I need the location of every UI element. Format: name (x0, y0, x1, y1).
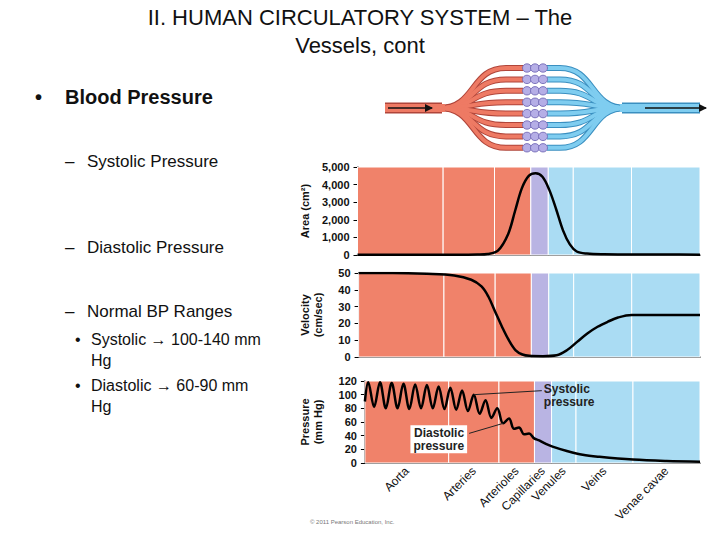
svg-text:Veins: Veins (579, 464, 610, 495)
svg-text:4,000: 4,000 (322, 179, 350, 191)
svg-text:(mm Hg): (mm Hg) (312, 399, 324, 444)
html-text:Systolic → 100-140 mm Hg: Systolic → 100-140 mm Hg (91, 331, 261, 369)
svg-text:Diastolic: Diastolic (414, 426, 464, 440)
svg-text:20: 20 (338, 317, 350, 329)
svg-text:Velocity: Velocity (299, 293, 311, 335)
svg-text:100: 100 (339, 389, 357, 401)
svg-text:60: 60 (345, 416, 357, 428)
svg-text:pressure: pressure (544, 395, 595, 409)
svg-text:5,000: 5,000 (322, 161, 350, 173)
svg-text:50: 50 (338, 267, 350, 279)
svg-text:0: 0 (344, 351, 350, 363)
svg-text:30: 30 (338, 301, 350, 313)
svg-text:Arteries: Arteries (440, 464, 479, 503)
html-text:Diastolic → 60-90 mm Hg: Diastolic → 60-90 mm Hg (91, 377, 249, 415)
svg-text:40: 40 (345, 430, 357, 442)
svg-text:80: 80 (345, 402, 357, 414)
html-text:Diastolic Pressure: Diastolic Pressure (87, 238, 224, 257)
html-text:Normal BP Ranges: Normal BP Ranges (87, 302, 233, 321)
svg-text:40: 40 (338, 284, 350, 296)
svg-text:20: 20 (345, 443, 357, 455)
svg-text:0: 0 (351, 457, 357, 469)
html-text:Blood Pressure: Blood Pressure (65, 86, 213, 108)
svg-text:2,000: 2,000 (322, 214, 350, 226)
svg-text:Venae cavae: Venae cavae (613, 464, 672, 523)
html-text:II. HUMAN CIRCULATORY SYSTEM –: II. HUMAN CIRCULATORY SYSTEM – The Vesse… (147, 5, 573, 58)
svg-text:pressure: pressure (413, 439, 464, 453)
html-text:Systolic Pressure: Systolic Pressure (87, 152, 219, 171)
svg-text:Pressure: Pressure (299, 398, 311, 445)
svg-text:Aorta: Aorta (382, 464, 412, 494)
svg-text:(cm/sec): (cm/sec) (312, 292, 324, 337)
svg-text:Systolic: Systolic (544, 382, 590, 396)
svg-text:10: 10 (338, 334, 350, 346)
svg-text:Arterioles: Arterioles (476, 464, 522, 510)
svg-text:1,000: 1,000 (322, 231, 350, 243)
svg-text:3,000: 3,000 (322, 196, 350, 208)
svg-text:120: 120 (339, 375, 357, 387)
html-text:© 2011 Pearson Education, Inc.: © 2011 Pearson Education, Inc. (310, 519, 395, 525)
svg-text:Area (cm²): Area (cm²) (299, 183, 311, 238)
svg-text:Capillaries: Capillaries (498, 464, 548, 514)
svg-text:0: 0 (343, 249, 349, 261)
svg-text:Venules: Venules (529, 464, 569, 504)
